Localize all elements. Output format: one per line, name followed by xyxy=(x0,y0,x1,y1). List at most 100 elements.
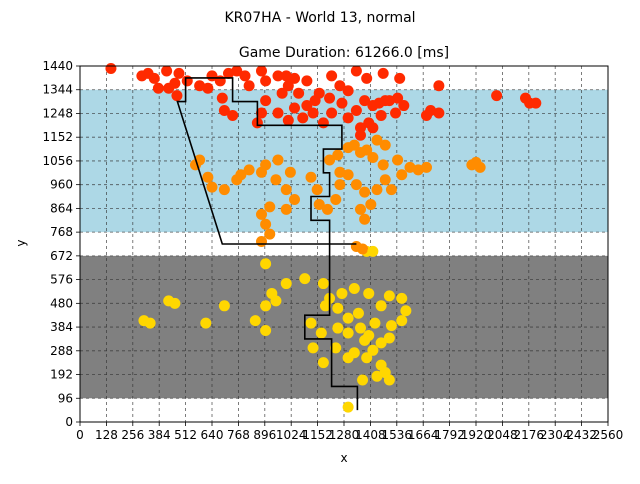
data-point xyxy=(270,295,282,307)
data-point xyxy=(361,72,373,84)
data-point xyxy=(400,305,412,317)
data-point xyxy=(433,107,445,119)
x-tick-label: 512 xyxy=(174,428,197,442)
data-point xyxy=(359,334,371,346)
x-tick-label: 256 xyxy=(121,428,144,442)
data-point xyxy=(392,92,404,104)
y-tick-label: 192 xyxy=(50,368,73,382)
data-point xyxy=(421,161,432,173)
data-point xyxy=(227,109,239,121)
data-point xyxy=(282,80,294,92)
data-point xyxy=(355,203,366,215)
data-point xyxy=(361,144,373,156)
data-point xyxy=(367,245,379,257)
data-point xyxy=(289,102,300,114)
data-point xyxy=(359,213,371,225)
data-point xyxy=(377,159,389,171)
data-point xyxy=(371,184,383,196)
data-point xyxy=(342,327,354,339)
data-point xyxy=(144,317,156,329)
chart-suptitle: KR07HA - World 13, normal xyxy=(224,10,415,26)
data-point xyxy=(470,156,482,168)
data-point xyxy=(355,322,366,334)
data-point xyxy=(336,287,348,299)
data-point xyxy=(173,67,185,79)
data-point xyxy=(280,278,292,290)
data-point xyxy=(350,65,362,77)
data-point xyxy=(218,105,230,116)
y-tick-label: 96 xyxy=(58,391,73,405)
x-tick-label: 2176 xyxy=(514,428,545,442)
data-point xyxy=(379,174,391,186)
data-point xyxy=(342,352,354,364)
data-point xyxy=(336,97,348,109)
data-point xyxy=(383,332,395,344)
data-point xyxy=(334,80,346,92)
data-point xyxy=(324,92,336,104)
data-point xyxy=(260,95,272,107)
data-point xyxy=(260,300,272,312)
data-point xyxy=(412,164,424,176)
y-tick-label: 1440 xyxy=(42,59,73,73)
data-point xyxy=(385,320,397,332)
x-axis-label: x xyxy=(340,451,347,465)
data-point xyxy=(383,374,395,386)
data-point xyxy=(326,107,338,119)
data-point xyxy=(332,322,344,334)
data-point xyxy=(348,139,360,151)
data-point xyxy=(392,154,404,166)
data-point xyxy=(305,171,317,183)
data-point xyxy=(260,159,272,171)
x-tick-label: 2432 xyxy=(566,428,597,442)
data-point xyxy=(202,82,214,94)
data-point xyxy=(202,171,214,183)
data-point xyxy=(365,198,377,210)
data-point xyxy=(305,317,317,329)
player-trajectory-line xyxy=(176,77,359,411)
data-point xyxy=(385,184,397,196)
x-tick-label: 0 xyxy=(76,428,84,442)
data-point xyxy=(317,117,329,129)
data-point xyxy=(243,80,255,92)
data-point xyxy=(307,342,319,354)
data-point xyxy=(142,67,154,79)
data-point xyxy=(216,92,228,104)
data-point xyxy=(433,80,445,92)
data-point xyxy=(260,218,272,230)
data-point xyxy=(280,203,292,215)
x-tick-label: 1408 xyxy=(355,428,386,442)
y-tick-label: 1152 xyxy=(42,130,73,144)
y-tick-label: 1056 xyxy=(42,154,73,168)
data-point xyxy=(272,70,284,82)
data-point xyxy=(369,317,381,329)
y-tick-label: 768 xyxy=(50,225,73,239)
data-point xyxy=(373,97,385,109)
data-point xyxy=(301,100,313,112)
x-tick-label: 896 xyxy=(253,428,276,442)
x-tick-label: 640 xyxy=(201,428,224,442)
data-point xyxy=(342,112,354,124)
y-tick-label: 1344 xyxy=(42,83,73,97)
data-point xyxy=(206,181,218,193)
data-point xyxy=(260,258,272,270)
data-point xyxy=(334,179,346,191)
data-point xyxy=(163,82,175,94)
data-point xyxy=(260,325,272,337)
y-tick-label: 672 xyxy=(50,249,73,263)
data-point xyxy=(332,149,344,161)
data-point xyxy=(301,75,313,87)
data-point xyxy=(367,122,379,134)
data-point xyxy=(256,208,267,220)
data-point xyxy=(491,90,503,102)
data-point xyxy=(260,75,272,87)
data-point xyxy=(272,107,284,119)
data-point xyxy=(276,87,288,99)
data-point xyxy=(396,169,408,181)
x-tick-label: 1920 xyxy=(461,428,492,442)
data-point xyxy=(169,297,181,309)
data-point xyxy=(313,198,325,210)
data-point xyxy=(394,72,406,84)
data-point xyxy=(530,97,542,109)
